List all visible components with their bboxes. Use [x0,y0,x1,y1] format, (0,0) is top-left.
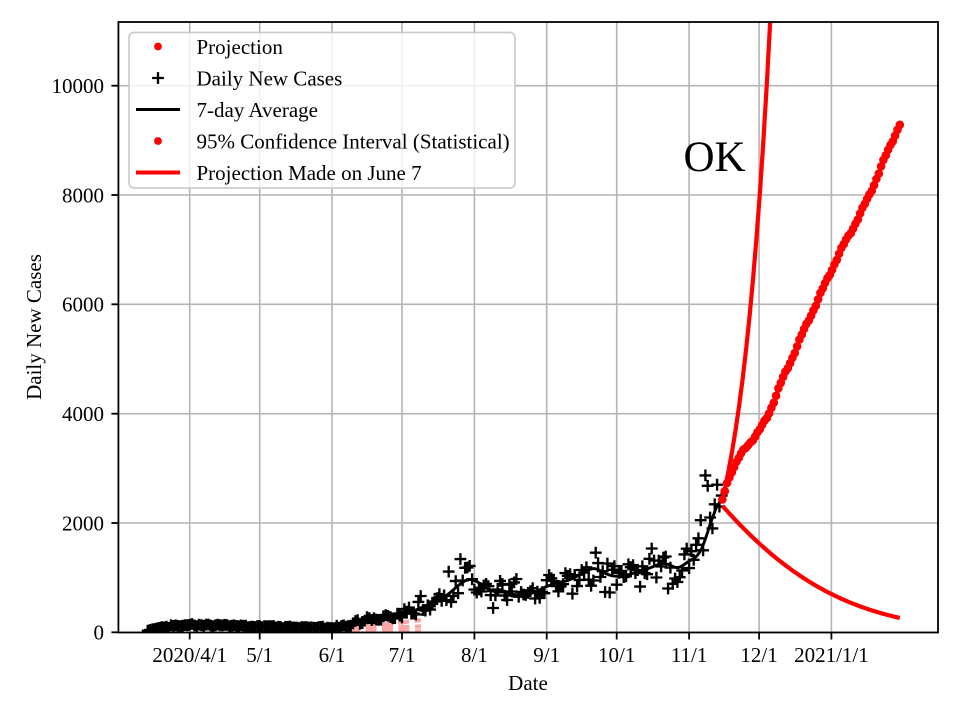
svg-text:5/1: 5/1 [246,643,273,667]
svg-text:Date: Date [508,671,548,695]
svg-text:OK: OK [684,134,746,181]
svg-text:12/1: 12/1 [740,643,777,667]
svg-text:0: 0 [94,621,105,645]
svg-text:2021/1/1: 2021/1/1 [794,643,869,667]
svg-text:7-day Average: 7-day Average [197,98,318,122]
svg-text:9/1: 9/1 [533,643,560,667]
svg-text:4000: 4000 [62,402,104,426]
svg-text:Projection Made on June 7: Projection Made on June 7 [197,161,422,185]
svg-text:7/1: 7/1 [389,643,416,667]
svg-text:Daily New Cases: Daily New Cases [22,254,46,400]
svg-text:2000: 2000 [62,511,104,535]
svg-text:11/1: 11/1 [671,643,708,667]
svg-text:10/1: 10/1 [598,643,635,667]
svg-text:8000: 8000 [62,183,104,207]
svg-text:8/1: 8/1 [461,643,488,667]
svg-text:Projection: Projection [197,35,284,59]
svg-text:2020/4/1: 2020/4/1 [152,643,227,667]
svg-text:6000: 6000 [62,293,104,317]
svg-text:Daily New Cases: Daily New Cases [197,66,343,90]
svg-text:6/1: 6/1 [319,643,346,667]
svg-text:95% Confidence Interval (Stati: 95% Confidence Interval (Statistical) [197,129,510,153]
svg-text:10000: 10000 [52,74,105,98]
